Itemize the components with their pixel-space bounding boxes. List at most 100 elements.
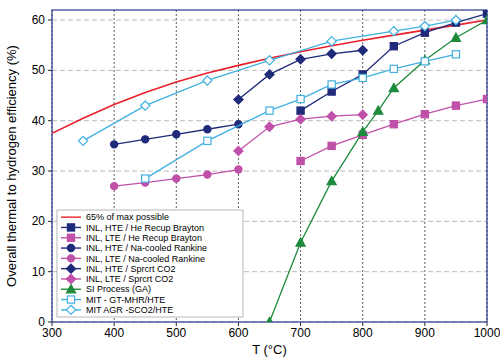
data-point bbox=[297, 107, 304, 114]
legend-label: MIT AGR -SCO2/HTE bbox=[86, 305, 173, 315]
data-point bbox=[327, 176, 336, 184]
x-tick-label: 600 bbox=[228, 326, 248, 340]
data-point bbox=[204, 137, 211, 144]
plot-area bbox=[52, 10, 487, 322]
data-point bbox=[297, 157, 304, 164]
legend-label: MIT - GT-MHR/HTE bbox=[86, 295, 165, 305]
y-axis-label: Overall thermal to hydrogen efficiency (… bbox=[4, 45, 19, 287]
data-point bbox=[390, 43, 397, 50]
x-grid-line bbox=[362, 10, 363, 322]
data-point bbox=[451, 33, 460, 41]
chart: 30040050060070080090010000102030405060T … bbox=[0, 0, 500, 364]
data-point bbox=[327, 112, 336, 121]
series-line bbox=[52, 20, 487, 133]
legend-marker bbox=[66, 305, 75, 314]
x-tick-label: 900 bbox=[415, 326, 435, 340]
data-point bbox=[328, 142, 335, 149]
data-point bbox=[389, 83, 398, 91]
legend-box bbox=[57, 210, 243, 317]
data-point bbox=[328, 81, 335, 88]
legend-label: INL, LTE / He Recup Brayton bbox=[86, 233, 202, 243]
x-tick-label: 800 bbox=[353, 326, 373, 340]
series-line bbox=[238, 115, 362, 151]
data-point bbox=[390, 65, 397, 72]
data-point bbox=[421, 111, 428, 118]
data-point bbox=[482, 15, 487, 23]
data-point bbox=[358, 110, 367, 119]
data-point bbox=[358, 46, 367, 55]
series-line bbox=[114, 170, 238, 187]
plot-frame bbox=[52, 10, 487, 322]
data-point bbox=[296, 115, 305, 124]
data-point bbox=[296, 238, 305, 246]
legend-marker bbox=[66, 285, 75, 293]
legend-label: INL, HTE / Sprcrt CO2 bbox=[86, 264, 176, 274]
series-line bbox=[145, 54, 456, 178]
x-tick-label: 400 bbox=[104, 326, 124, 340]
legend-marker bbox=[67, 296, 74, 303]
data-point bbox=[111, 141, 118, 148]
data-point bbox=[328, 88, 335, 95]
data-point bbox=[359, 74, 366, 81]
legend-marker bbox=[67, 234, 74, 241]
legend-marker bbox=[66, 264, 75, 273]
series-line bbox=[301, 14, 487, 111]
data-point bbox=[358, 127, 367, 135]
legend-label: SI Process (GA) bbox=[86, 284, 151, 294]
data-point bbox=[390, 121, 397, 128]
data-point bbox=[173, 175, 180, 182]
data-point bbox=[234, 95, 243, 104]
y-tick-label: 10 bbox=[32, 265, 46, 279]
legend-marker bbox=[67, 224, 74, 231]
x-axis-label: T (°C) bbox=[252, 342, 287, 357]
data-point bbox=[78, 136, 87, 145]
data-point bbox=[265, 56, 274, 65]
y-grid-line bbox=[52, 171, 487, 172]
series-line bbox=[270, 20, 488, 322]
legend-marker bbox=[66, 274, 75, 283]
data-point bbox=[203, 76, 212, 85]
data-point bbox=[234, 146, 243, 155]
data-point bbox=[420, 22, 429, 31]
data-point bbox=[452, 102, 459, 109]
data-point bbox=[265, 317, 274, 322]
legend: 65% of max possibleINL, HTE / He Recup B… bbox=[57, 210, 243, 317]
data-point bbox=[327, 49, 336, 58]
y-grid-line bbox=[52, 20, 487, 21]
data-point bbox=[389, 27, 398, 36]
data-point bbox=[173, 131, 180, 138]
data-point bbox=[142, 136, 149, 143]
data-point bbox=[374, 106, 383, 114]
y-tick-label: 20 bbox=[32, 214, 46, 228]
data-point bbox=[141, 101, 150, 110]
y-tick-label: 0 bbox=[38, 315, 45, 329]
data-point bbox=[204, 126, 211, 133]
data-point bbox=[452, 51, 459, 58]
x-tick-label: 500 bbox=[166, 326, 186, 340]
legend-label: INL, HTE / Na-cooled Rankine bbox=[86, 243, 207, 253]
data-point bbox=[266, 107, 273, 114]
y-tick-label: 30 bbox=[32, 164, 46, 178]
data-point bbox=[204, 171, 211, 178]
series-line bbox=[238, 50, 362, 99]
data-point bbox=[296, 55, 305, 64]
data-point bbox=[265, 122, 274, 131]
legend-marker bbox=[67, 244, 74, 251]
data-point bbox=[483, 95, 487, 102]
data-point bbox=[111, 183, 118, 190]
y-tick-label: 60 bbox=[32, 13, 46, 27]
legend-marker bbox=[67, 255, 74, 262]
x-tick-label: 1000 bbox=[474, 326, 500, 340]
legend-line bbox=[61, 216, 81, 217]
data-point bbox=[142, 175, 149, 182]
data-point bbox=[265, 70, 274, 79]
legend-label: INL, HTE / He Recup Brayton bbox=[86, 223, 204, 233]
data-point bbox=[421, 58, 428, 65]
legend-label: INL, LTE / Na-cooled Rankine bbox=[86, 254, 205, 264]
y-tick-label: 40 bbox=[32, 114, 46, 128]
data-point bbox=[327, 37, 336, 46]
series-line bbox=[83, 20, 456, 141]
y-tick-label: 50 bbox=[32, 63, 46, 77]
legend-label: INL, LTE / Sprcrt CO2 bbox=[86, 274, 173, 284]
data-point bbox=[297, 95, 304, 102]
